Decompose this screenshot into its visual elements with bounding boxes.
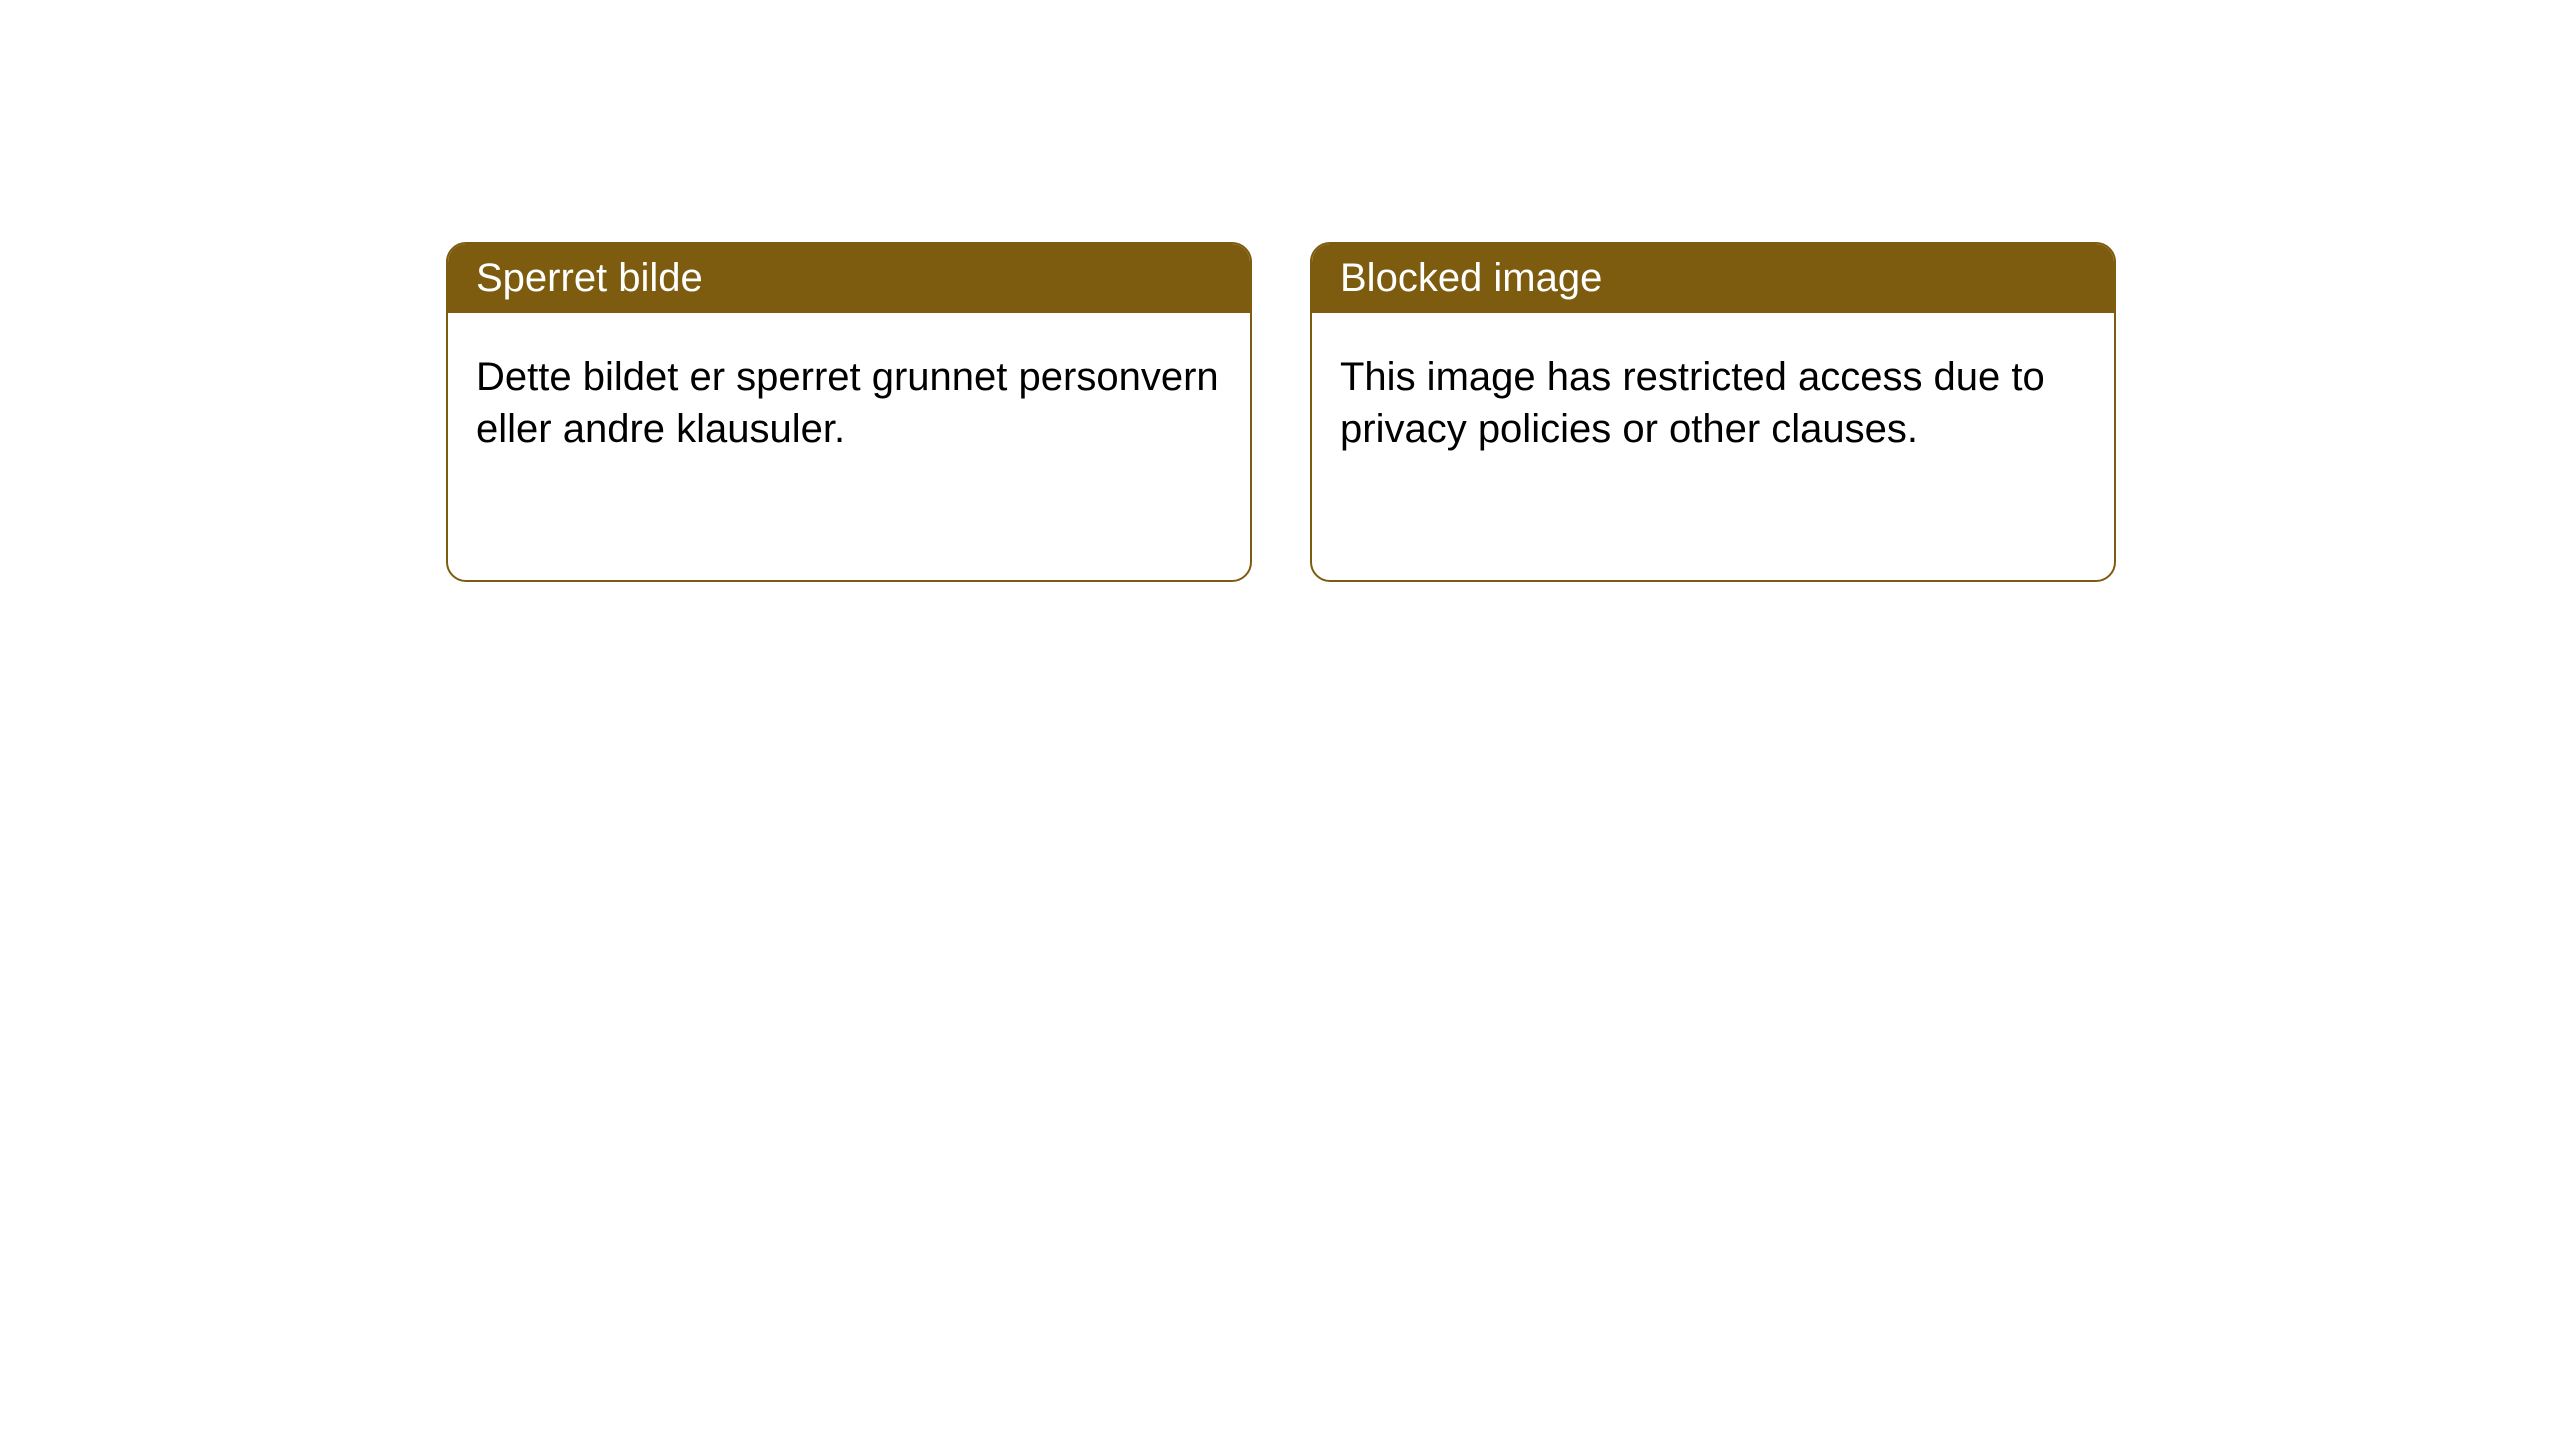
- card-header: Blocked image: [1312, 244, 2114, 313]
- card-header-text: Blocked image: [1340, 256, 1602, 300]
- blocked-image-card-no: Sperret bilde Dette bildet er sperret gr…: [446, 242, 1252, 582]
- card-header: Sperret bilde: [448, 244, 1250, 313]
- card-body-text: Dette bildet er sperret grunnet personve…: [476, 355, 1219, 451]
- card-header-text: Sperret bilde: [476, 256, 703, 300]
- notice-cards-container: Sperret bilde Dette bildet er sperret gr…: [446, 242, 2116, 582]
- card-body: Dette bildet er sperret grunnet personve…: [448, 313, 1250, 493]
- blocked-image-card-en: Blocked image This image has restricted …: [1310, 242, 2116, 582]
- card-body: This image has restricted access due to …: [1312, 313, 2114, 493]
- card-body-text: This image has restricted access due to …: [1340, 355, 2045, 451]
